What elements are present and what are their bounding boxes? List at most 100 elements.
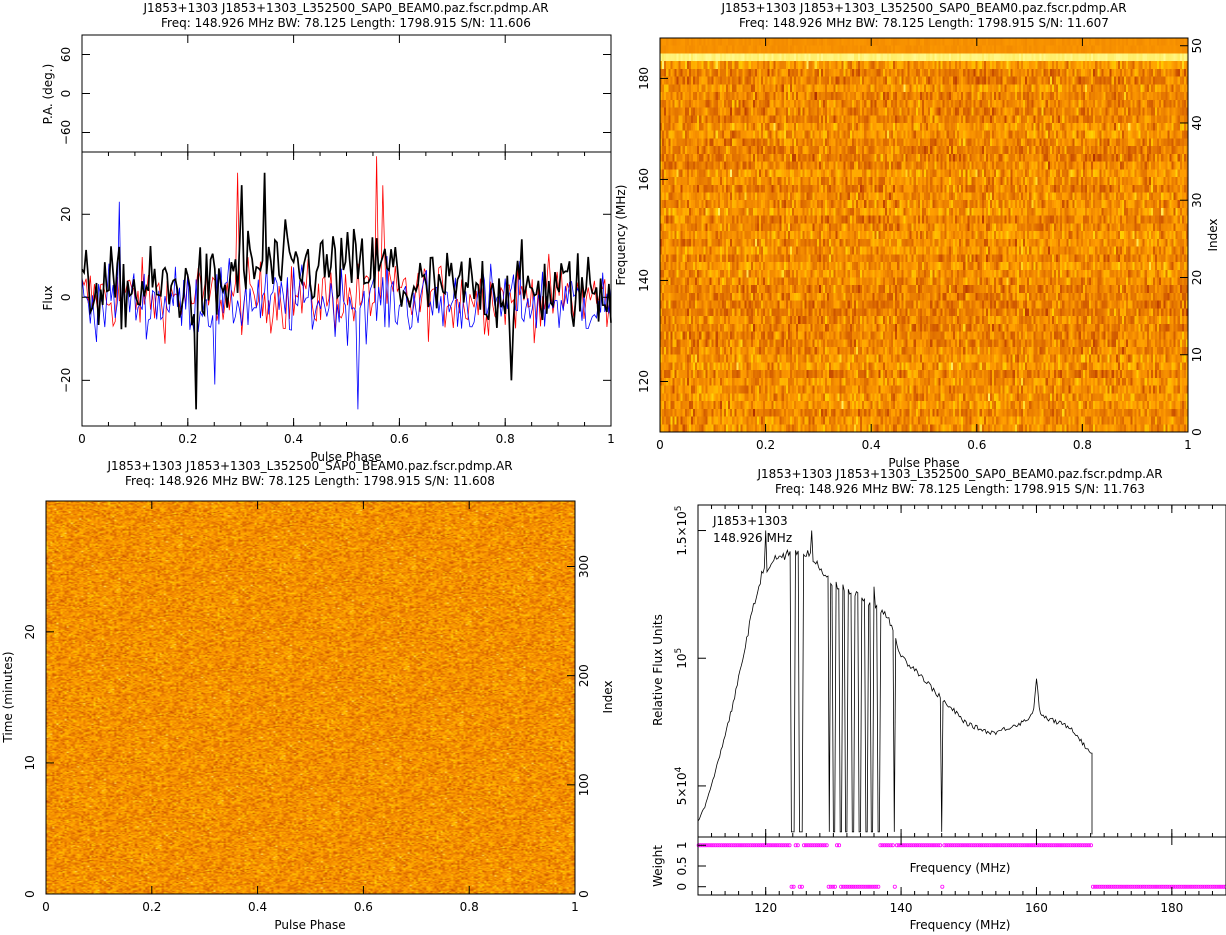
time-phase-ytick: 0 — [23, 890, 37, 898]
weight-point — [1153, 884, 1158, 889]
weight-point — [1101, 884, 1106, 889]
weight-point — [996, 843, 1001, 848]
weight-point — [969, 843, 974, 848]
weight-point — [1124, 884, 1129, 889]
profile-xtick: 0.2 — [178, 432, 197, 446]
weight-point — [742, 843, 747, 848]
time-phase-y2label: Index — [601, 680, 615, 713]
weight-point — [1045, 843, 1050, 848]
freq-phase-subtitle: Freq: 148.926 MHz BW: 78.125 Length: 179… — [739, 16, 1109, 30]
freq-phase-title: J1853+1303 J1853+1303_L352500_SAP0_BEAM0… — [720, 1, 1126, 15]
weight-point — [1043, 843, 1048, 848]
weight-point — [839, 884, 844, 889]
freq-phase-y2tick: 40 — [1190, 115, 1204, 130]
weight-point — [1078, 843, 1083, 848]
profile-xtick: 0.6 — [390, 432, 409, 446]
weight-point — [1204, 884, 1209, 889]
weight-point — [1051, 843, 1056, 848]
weight-point — [973, 843, 978, 848]
weight-point — [773, 843, 778, 848]
time-phase-y2tick: 200 — [577, 664, 591, 687]
bandpass-ytick-mantissa: 10 — [675, 653, 689, 668]
weight-point — [721, 843, 726, 848]
freq-phase-ticks: 0 0.2 0.4 0.6 0.8 1 120 140 160 180 0 10 20 30 40 50 — [637, 38, 1204, 452]
flux-ytick: −20 — [59, 368, 73, 393]
weight-point — [1188, 884, 1193, 889]
weight-point — [1126, 884, 1131, 889]
freq-phase-xlabel: Pulse Phase — [888, 456, 959, 470]
weight-point — [738, 843, 743, 848]
weight-point — [1031, 843, 1036, 848]
weight-point — [723, 843, 728, 848]
weight-point — [1099, 884, 1104, 889]
weight-point — [1018, 843, 1023, 848]
weight-point — [828, 884, 833, 889]
weight-point — [915, 843, 920, 848]
weight-point — [909, 843, 914, 848]
weight-point — [938, 843, 943, 848]
time-phase-axes-frame — [45, 500, 576, 895]
weight-point — [832, 884, 837, 889]
freq-phase-heatmap — [660, 38, 1188, 432]
weight-point — [841, 884, 846, 889]
weight-point — [1016, 843, 1021, 848]
bandpass-xlabel: Frequency (MHz) — [910, 918, 1011, 932]
time-phase-xtick: 0 — [42, 900, 50, 914]
weight-point — [892, 884, 897, 889]
pa-ytick: −60 — [59, 120, 73, 145]
weight-point — [965, 843, 970, 848]
weight-point — [876, 884, 881, 889]
weight-point — [1041, 843, 1046, 848]
weight-point — [1196, 884, 1201, 889]
weight-point — [795, 843, 800, 848]
weight-point — [1140, 884, 1145, 889]
weight-point — [886, 843, 891, 848]
time-phase-image — [46, 501, 575, 894]
weight-point — [1173, 884, 1178, 889]
freq-phase-ylabel: Frequency (MHz) — [614, 185, 628, 286]
time-phase-title: J1853+1303 J1853+1303_L352500_SAP0_BEAM0… — [106, 459, 512, 473]
bandpass-ytick-exponent: 4 — [674, 766, 684, 772]
freq-phase-axes-frame — [659, 37, 1189, 433]
weight-ytick: 0.5 — [675, 856, 689, 875]
bandpass-xtick: 120 — [754, 901, 777, 915]
bandpass-ytick: 105 — [674, 648, 689, 669]
time-phase-y2tick: 100 — [577, 773, 591, 796]
bandpass-ytick-mantissa: 5×10 — [675, 772, 689, 805]
weight-point — [707, 843, 712, 848]
profile-xlabel: Pulse Phase — [310, 450, 381, 464]
weight-point — [1074, 843, 1079, 848]
bandpass-ytick-exponent: 5 — [674, 505, 684, 511]
time-phase-subtitle: Freq: 148.926 MHz BW: 78.125 Length: 179… — [125, 474, 495, 488]
weight-point — [1047, 843, 1052, 848]
weight-point — [1103, 884, 1108, 889]
weight-point — [1217, 884, 1222, 889]
weight-point — [1165, 884, 1170, 889]
weight-point — [781, 843, 786, 848]
weight-point — [1175, 884, 1180, 889]
weight-point — [826, 884, 831, 889]
time-phase-xtick: 0.6 — [354, 900, 373, 914]
weight-point — [859, 884, 864, 889]
time-phase-xtick: 0.8 — [460, 900, 479, 914]
weight-point — [1171, 884, 1176, 889]
weight-point — [1070, 843, 1075, 848]
weight-point — [985, 843, 990, 848]
flux-ytick: 20 — [59, 207, 73, 222]
weight-point — [1132, 884, 1137, 889]
weight-point — [752, 843, 757, 848]
weight-point — [1206, 884, 1211, 889]
flux-ylabel: Flux — [41, 286, 55, 311]
flux-ytick: 0 — [59, 293, 73, 301]
weight-point — [849, 884, 854, 889]
weight-point — [1117, 884, 1122, 889]
weight-point — [756, 843, 761, 848]
weight-point — [1062, 843, 1067, 848]
weight-point — [975, 843, 980, 848]
weight-point — [1212, 884, 1217, 889]
weight-point — [1091, 884, 1096, 889]
weight-point — [1053, 843, 1058, 848]
weight-point — [948, 843, 953, 848]
bandpass-title: J1853+1303 J1853+1303_L352500_SAP0_BEAM0… — [756, 467, 1162, 481]
weight-point — [1111, 884, 1116, 889]
